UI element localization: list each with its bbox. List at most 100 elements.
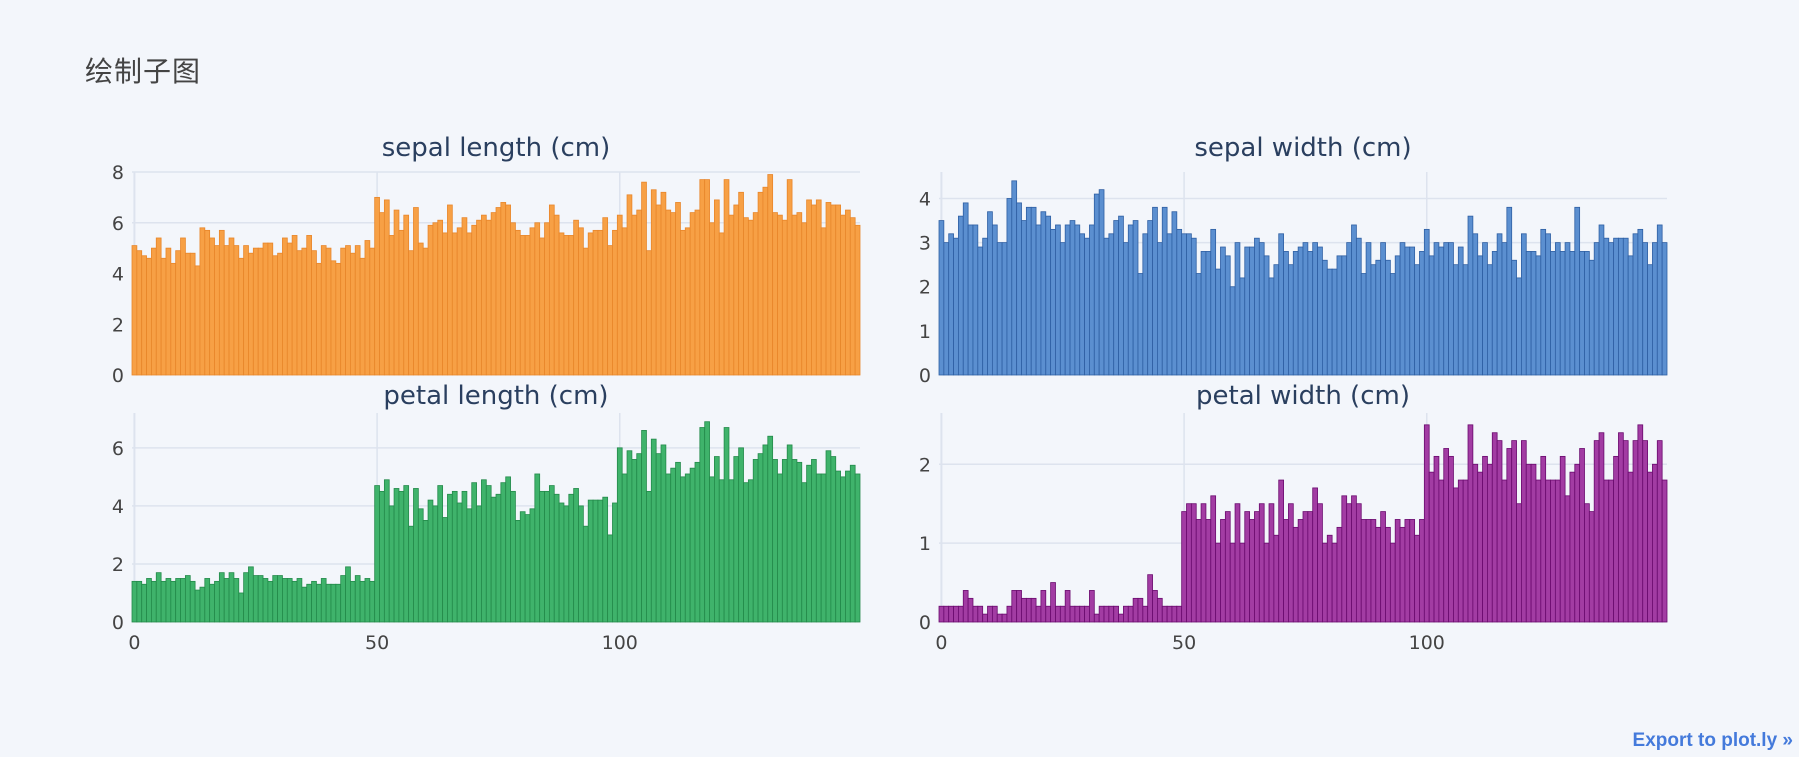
bar[interactable]: [383, 199, 390, 376]
bar[interactable]: [641, 181, 647, 376]
bar[interactable]: [1229, 542, 1236, 623]
bar[interactable]: [505, 204, 511, 376]
bar[interactable]: [364, 578, 371, 623]
bar[interactable]: [1137, 597, 1144, 623]
bar[interactable]: [481, 479, 487, 623]
bar[interactable]: [977, 246, 984, 376]
bar[interactable]: [830, 456, 837, 623]
bar[interactable]: [786, 179, 793, 376]
bar[interactable]: [286, 242, 293, 376]
bar[interactable]: [733, 204, 740, 376]
bar[interactable]: [1190, 237, 1197, 376]
bar[interactable]: [675, 461, 681, 623]
bar[interactable]: [597, 499, 604, 623]
bar[interactable]: [996, 613, 1003, 623]
bar[interactable]: [602, 217, 609, 376]
bar[interactable]: [553, 493, 560, 623]
bar[interactable]: [1394, 519, 1401, 623]
bar[interactable]: [718, 232, 725, 376]
bar[interactable]: [1059, 605, 1066, 623]
bar[interactable]: [1069, 605, 1076, 623]
bar[interactable]: [383, 479, 390, 623]
bar[interactable]: [204, 229, 211, 376]
bar[interactable]: [1506, 206, 1513, 376]
bar[interactable]: [743, 482, 749, 623]
bar[interactable]: [1511, 259, 1517, 376]
bar[interactable]: [728, 214, 735, 376]
bar[interactable]: [1448, 455, 1454, 623]
bar[interactable]: [967, 597, 974, 623]
bar[interactable]: [621, 227, 628, 376]
bar[interactable]: [709, 222, 715, 376]
bar[interactable]: [1200, 251, 1207, 376]
bar[interactable]: [1123, 605, 1129, 623]
bar[interactable]: [991, 224, 998, 376]
bar[interactable]: [311, 250, 317, 376]
bar[interactable]: [354, 245, 361, 376]
bar[interactable]: [723, 179, 730, 376]
bar[interactable]: [982, 613, 988, 623]
bar[interactable]: [1409, 246, 1416, 376]
bar[interactable]: [854, 473, 861, 623]
bar[interactable]: [296, 578, 303, 623]
bar[interactable]: [811, 459, 817, 623]
bar[interactable]: [1351, 495, 1357, 623]
bar[interactable]: [1389, 542, 1396, 623]
bar[interactable]: [1215, 542, 1221, 623]
bar[interactable]: [777, 473, 783, 623]
bar[interactable]: [1079, 233, 1086, 376]
bar[interactable]: [646, 490, 652, 623]
bar[interactable]: [1516, 503, 1522, 623]
bar[interactable]: [1627, 471, 1634, 623]
bar[interactable]: [1118, 215, 1124, 376]
bar[interactable]: [612, 502, 618, 623]
bar[interactable]: [180, 578, 186, 623]
bar[interactable]: [398, 490, 405, 623]
bar[interactable]: [835, 470, 841, 623]
bar[interactable]: [345, 245, 351, 376]
bar[interactable]: [1254, 511, 1260, 623]
bar[interactable]: [1181, 233, 1187, 376]
bar[interactable]: [1171, 211, 1178, 376]
bar[interactable]: [451, 490, 458, 623]
bar[interactable]: [777, 214, 783, 376]
bar[interactable]: [1045, 605, 1052, 623]
bar[interactable]: [1278, 479, 1284, 623]
bar[interactable]: [1487, 264, 1493, 376]
bar[interactable]: [1074, 605, 1081, 623]
bar[interactable]: [262, 242, 269, 376]
bar[interactable]: [1127, 224, 1134, 376]
bar[interactable]: [1399, 242, 1406, 376]
bar[interactable]: [953, 237, 959, 376]
bar[interactable]: [616, 214, 623, 376]
bar[interactable]: [267, 242, 274, 376]
bar[interactable]: [1249, 246, 1255, 376]
bar[interactable]: [660, 191, 667, 376]
bar[interactable]: [165, 578, 172, 623]
bar[interactable]: [587, 499, 594, 623]
bar[interactable]: [582, 525, 589, 623]
bar[interactable]: [165, 247, 172, 376]
bar[interactable]: [311, 580, 317, 623]
bar[interactable]: [1166, 233, 1173, 376]
bar[interactable]: [582, 247, 589, 376]
bar[interactable]: [573, 219, 579, 376]
bar[interactable]: [160, 580, 167, 623]
bar[interactable]: [655, 453, 662, 623]
bar[interactable]: [1326, 534, 1333, 623]
bar[interactable]: [1404, 246, 1411, 376]
bar[interactable]: [548, 204, 555, 376]
bar[interactable]: [1414, 264, 1420, 376]
bar[interactable]: [747, 219, 754, 376]
bar[interactable]: [1341, 255, 1348, 376]
bar[interactable]: [481, 214, 487, 376]
bar[interactable]: [1317, 503, 1323, 623]
bar[interactable]: [1491, 251, 1498, 376]
bar[interactable]: [340, 575, 346, 623]
bar[interactable]: [1011, 590, 1018, 623]
bar[interactable]: [398, 229, 405, 376]
bar[interactable]: [364, 240, 371, 376]
bar[interactable]: [1322, 542, 1328, 623]
bar[interactable]: [306, 583, 312, 623]
bar[interactable]: [141, 255, 147, 376]
